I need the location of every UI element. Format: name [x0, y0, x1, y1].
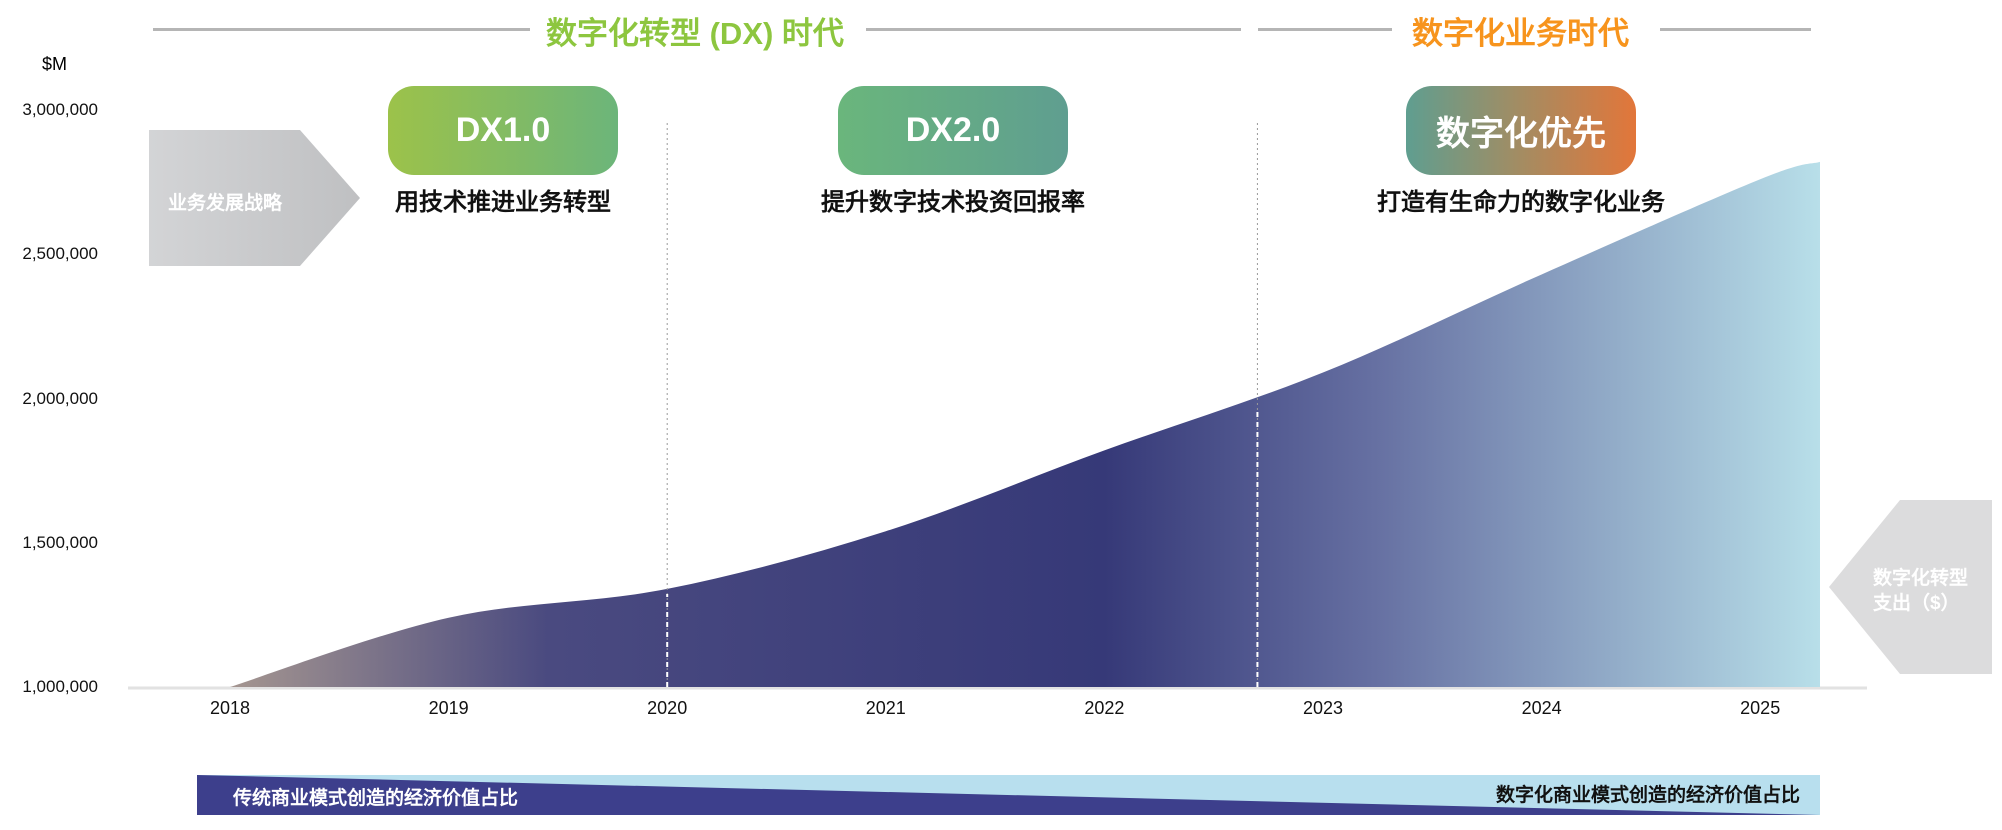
x-tick-label: 2018: [209, 698, 251, 718]
stage-dx2-subtitle: 提升数字技术投资回报率: [821, 189, 1085, 216]
stage-dx2-badge: DX2.0: [838, 86, 1068, 175]
x-tick-label: 2023: [1302, 698, 1344, 718]
stage-digital-first-badge: 数字化优先: [1406, 86, 1636, 175]
y-tick-label: 3,000,000: [22, 100, 98, 119]
era-line: [866, 28, 1241, 31]
y-axis-unit: $M: [42, 54, 68, 74]
traditional-value-label: 传统商业模式创造的经济价值占比: [233, 788, 519, 809]
spend-arrow: [1829, 500, 1992, 674]
era-title-dx: 数字化转型 (DX) 时代: [546, 16, 844, 51]
value-share-band: [197, 775, 1820, 815]
y-tick-label: 1,500,000: [22, 532, 98, 552]
y-tick-label: 2,000,000: [22, 388, 98, 408]
x-tick-label: 2024: [1521, 698, 1562, 718]
x-tick-label: 2025: [1740, 698, 1781, 718]
x-tick-label: 2019: [428, 698, 469, 718]
stage-dx1-badge: DX1.0: [388, 86, 618, 175]
era-line: [1660, 28, 1811, 31]
digital-value-label: 数字化商业模式创造的经济价值占比: [1495, 785, 1800, 806]
era-line: [153, 28, 530, 31]
x-tick-label: 2022: [1084, 698, 1125, 718]
era-title-digital: 数字化业务时代: [1412, 16, 1629, 51]
y-tick-label: 1,000,000: [22, 677, 98, 696]
x-tick-label: 2021: [865, 698, 906, 718]
spend-label-line1: 数字化转型: [1873, 568, 1969, 589]
strategy-label: 业务发展战略: [168, 193, 283, 214]
spend-label-line2: 支出（$）: [1873, 593, 1960, 614]
y-tick-label: 2,500,000: [22, 244, 98, 264]
spend-area: [230, 161, 1820, 687]
stage-dx1-subtitle: 用技术推进业务转型: [395, 189, 611, 216]
x-tick-label: 2020: [647, 698, 688, 718]
stage-digital-first-subtitle: 打造有生命力的数字化业务: [1377, 189, 1665, 216]
strategy-arrow: [149, 130, 360, 266]
era-line: [1258, 28, 1392, 31]
